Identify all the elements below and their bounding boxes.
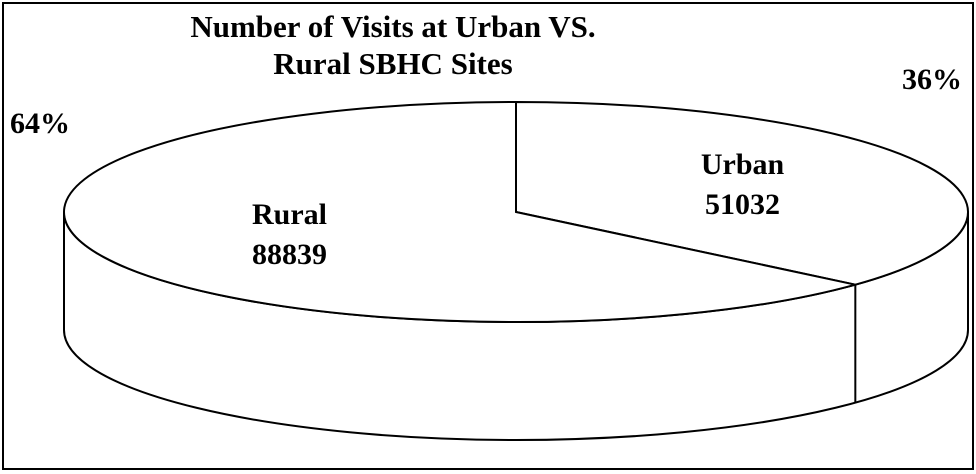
chart-title: Number of Visits at Urban VS. Rural SBHC… xyxy=(190,9,596,81)
percent-label: 64% xyxy=(10,107,70,140)
slice-value: 88839 xyxy=(252,238,327,271)
slice-label: Urban xyxy=(701,148,785,181)
percent-label: 36% xyxy=(902,63,962,96)
slice-label: Rural xyxy=(252,198,327,231)
slice-value: 51032 xyxy=(705,188,780,221)
pie-slice xyxy=(63,100,856,323)
pie-slice xyxy=(515,100,969,286)
